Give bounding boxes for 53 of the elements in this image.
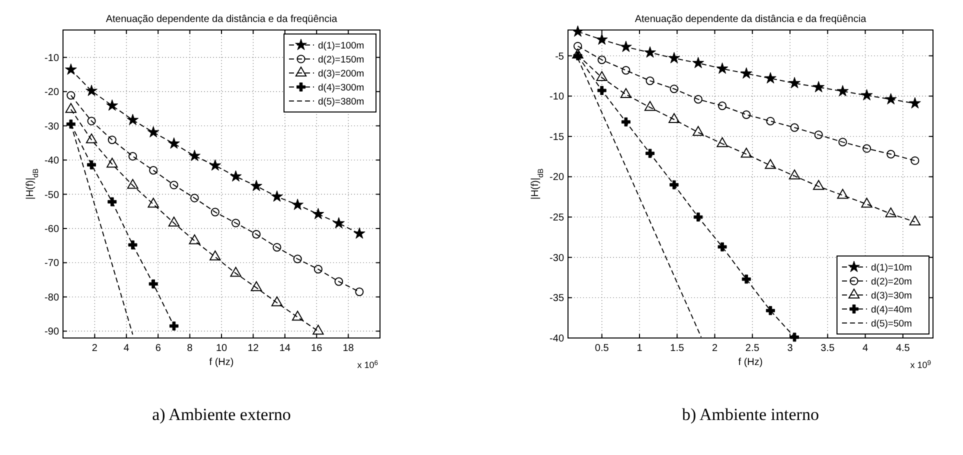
y-tick-label: -40 — [550, 334, 564, 344]
x-tick-label: 14 — [279, 343, 291, 354]
legend-label: d(2)=20m — [871, 276, 912, 288]
y-tick-label: -90 — [44, 326, 60, 338]
x-tick-label: 8 — [187, 343, 194, 354]
text: x 10$^{9}$ — [910, 360, 932, 370]
x-tick-label: 4 — [124, 343, 130, 354]
legend-label: d(3)=30m — [871, 290, 912, 302]
text: x 10$^{6}$ — [357, 360, 378, 370]
y-tick-label: -70 — [44, 258, 60, 270]
legend-label: d(4)=300m — [318, 82, 364, 94]
y-tick-label: -20 — [44, 87, 60, 98]
x-tick-label: 4.5 — [896, 343, 910, 354]
y-tick-label: -30 — [550, 252, 564, 264]
y-tick-label: -30 — [44, 121, 60, 132]
y-tick-label: -80 — [44, 292, 60, 304]
x-tick-label: 18 — [342, 343, 354, 354]
x-tick-label: 2.5 — [745, 343, 760, 354]
x-axis-title: f (Hz) — [738, 357, 763, 368]
y-tick-label: -25 — [550, 212, 564, 224]
chart-title: Atenuação dependente da distância e da freqüência — [106, 14, 338, 25]
legend-label: d(1)=100m — [318, 40, 364, 52]
x-tick-label: 4 — [862, 343, 868, 354]
y-tick-label: -15 — [550, 132, 564, 143]
x-tick-label: 3 — [787, 343, 794, 354]
x-tick-label: 10 — [216, 343, 228, 354]
legend-label: d(4)=40m — [871, 304, 912, 316]
x-tick-label: 2 — [712, 343, 718, 354]
legend-label: d(2)=150m — [318, 54, 364, 66]
x-tick-label: 2 — [92, 343, 98, 354]
legend-label: d(1)=10m — [871, 262, 912, 274]
x-tick-label: 3.5 — [820, 343, 836, 354]
y-tick-label: -50 — [44, 190, 60, 201]
text: a) Ambiente externo — [152, 405, 291, 424]
text: b) Ambiente interno — [682, 405, 819, 424]
x-tick-label: 0.5 — [594, 343, 610, 354]
chart-title: Atenuação dependente da distância e da freqüência — [634, 14, 867, 25]
legend-label: d(3)=200m — [318, 68, 364, 80]
x-tick-label: 6 — [155, 343, 162, 354]
y-tick-label: -35 — [550, 293, 564, 304]
y-tick-label: -10 — [44, 52, 60, 64]
x-tick-label: 1 — [636, 343, 643, 354]
y-tick-label: -60 — [44, 224, 60, 235]
legend-label: d(5)=380m — [318, 96, 364, 108]
x-axis-title: f (Hz) — [209, 357, 234, 368]
legend-label: d(5)=50m — [871, 318, 912, 330]
y-tick-label: -5 — [555, 51, 564, 62]
y-tick-label: -40 — [44, 156, 60, 167]
y-tick-label: -10 — [550, 92, 564, 103]
x-tick-label: 16 — [311, 343, 323, 354]
x-tick-label: 1.5 — [670, 343, 685, 354]
y-tick-label: -20 — [550, 172, 564, 184]
x-tick-label: 12 — [248, 343, 260, 354]
